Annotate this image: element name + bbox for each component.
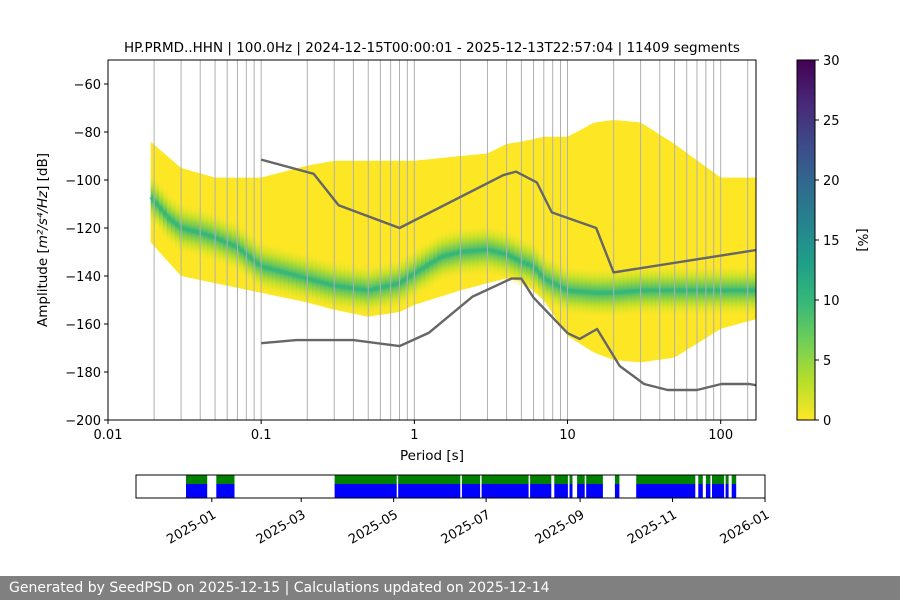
coverage-segment-upper [614, 475, 620, 484]
coverage-segment-lower [481, 484, 529, 498]
y-tick-label: −160 [65, 318, 101, 333]
coverage-segment-upper [554, 475, 568, 484]
coverage-segment-lower [636, 484, 696, 498]
timeline-tick-label: 2025-09 [533, 507, 588, 547]
y-tick-label: −80 [74, 126, 101, 141]
x-axis: 0.01 0.1 1 10 100 [94, 420, 733, 443]
psd-mode-line [149, 195, 756, 295]
timeline-tick-label: 2025-11 [625, 507, 680, 547]
coverage-segment-upper [461, 475, 481, 484]
coverage-segment-lower [586, 484, 603, 498]
x-tick-label: 0.1 [251, 428, 272, 443]
colorbar-tick-label: 0 [823, 414, 831, 429]
x-tick-label: 100 [708, 428, 733, 443]
timeline-frame [135, 474, 766, 499]
colorbar-tick-label: 5 [823, 354, 831, 369]
coverage-segment-lower [569, 484, 573, 498]
coverage-segment-lower [216, 484, 235, 498]
timeline-tick-label: 2025-01 [164, 507, 219, 547]
figure: 0.01 0.1 1 10 100 −200−180−160−140−120−100−8… [35, 40, 870, 548]
coverage-segment-upper [698, 475, 703, 484]
coverage-segment-lower [725, 484, 729, 498]
grid [153, 60, 749, 420]
coverage-segment-lower [554, 484, 568, 498]
psd-plot: 0.01 0.1 1 10 100 −200 −180 −160 −140 −120 −100 −8… [35, 40, 757, 464]
colorbar-ticks: 0 5 10 15 20 25 30 [815, 54, 840, 429]
coverage-segment-lower [577, 484, 585, 498]
psd-density [149, 120, 756, 363]
y-axis: −200 −180 −160 −140 −120 −100 −80 −60 [65, 78, 108, 429]
coverage-segment-lower [705, 484, 711, 498]
colorbar-label: [%] [854, 228, 870, 251]
coverage-segment-upper [398, 475, 461, 484]
y-axis-label-suffix: ] [dB] [35, 153, 51, 191]
timeline-tick-label: 2025-03 [254, 507, 309, 547]
coverage-segment-upper [569, 475, 573, 484]
y-axis-label-prefix: Amplitude [ [35, 248, 51, 327]
y-tick-label: −180 [65, 366, 101, 381]
coverage-segment-upper [530, 475, 552, 484]
chart-title: HP.PRMD..HHN | 100.0Hz | 2024-12-15T00:0… [124, 40, 740, 56]
coverage-segment-lower [731, 484, 737, 498]
coverage-segment-lower [186, 484, 208, 498]
coverage-segment-lower [334, 484, 397, 498]
data-coverage-timeline: 2025-01 2025-03 2025-05 2025-07 2025-09 2025-… [135, 474, 772, 548]
y-tick-label: −140 [65, 270, 101, 285]
nhnm-curve [260, 158, 756, 274]
coverage-segment-lower [712, 484, 725, 498]
coverage-segment-lower [398, 484, 461, 498]
noise-models [260, 158, 756, 392]
footer: Generated by SeedPSD on 2025-12-15 | Cal… [0, 576, 900, 600]
coverage-segment-upper [705, 475, 711, 484]
colorbar-tick-label: 20 [823, 174, 840, 189]
y-tick-label: −120 [65, 222, 101, 237]
coverage-segment-upper [636, 475, 696, 484]
y-tick-label: −100 [65, 174, 101, 189]
timeline-tick-label: 2026-01 [718, 507, 773, 547]
coverage-segment-lower [530, 484, 552, 498]
coverage-bars [186, 475, 737, 498]
coverage-segment-lower [698, 484, 703, 498]
y-tick-label: −60 [74, 78, 101, 93]
colorbar-tick-label: 30 [823, 54, 840, 69]
y-axis-label-units: m²/s⁴/Hz [35, 190, 51, 248]
y-axis-label: Amplitude [m²/s⁴/Hz] [dB] [35, 153, 51, 327]
nlnm-curve [261, 277, 756, 392]
y-tick-label: −200 [65, 414, 101, 429]
coverage-segment-upper [216, 475, 235, 484]
x-tick-label: 1 [410, 428, 418, 443]
timeline-tick-label: 2025-07 [439, 507, 494, 547]
coverage-segment-upper [712, 475, 725, 484]
colorbar-tick-label: 15 [823, 234, 840, 249]
colorbar-tick-label: 10 [823, 294, 840, 309]
x-tick-label: 0.01 [94, 428, 123, 443]
coverage-segment-upper [334, 475, 397, 484]
coverage-segment-upper [481, 475, 529, 484]
coverage-segment-lower [614, 484, 620, 498]
timeline-x-axis: 2025-01 2025-03 2025-05 2025-07 2025-09 2025-… [164, 498, 772, 548]
colorbar-gradient [796, 59, 816, 421]
colorbar-tick-label: 25 [823, 114, 840, 129]
coverage-segment-upper [725, 475, 729, 484]
x-axis-label: Period [s] [400, 448, 464, 464]
coverage-segment-upper [577, 475, 585, 484]
x-tick-label: 10 [559, 428, 576, 443]
plot-frame [107, 59, 757, 421]
colorbar: 0 5 10 15 20 25 30 [%] [796, 54, 870, 429]
coverage-segment-lower [461, 484, 481, 498]
timeline-tick-label: 2025-05 [346, 507, 401, 547]
coverage-segment-upper [586, 475, 603, 484]
coverage-segment-upper [731, 475, 737, 484]
coverage-segment-upper [186, 475, 208, 484]
